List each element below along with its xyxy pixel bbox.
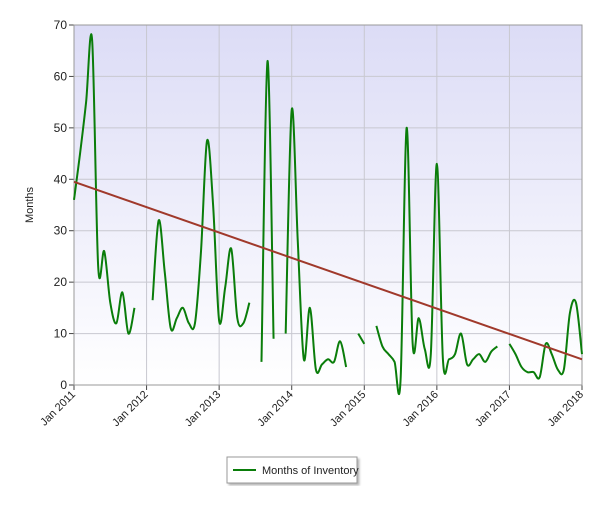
- y-tick-label: 70: [54, 18, 68, 32]
- x-tick-label: Jan 2012: [110, 389, 150, 429]
- x-tick-label: Jan 2015: [328, 389, 368, 429]
- x-tick-label: Jan 2014: [255, 389, 295, 429]
- x-tick-label: Jan 2017: [473, 389, 513, 429]
- y-tick-label: 20: [54, 275, 68, 289]
- data-line: [73, 33, 583, 395]
- y-tick-label: 0: [60, 378, 67, 392]
- legend-label: Months of Inventory: [262, 465, 359, 477]
- trend-line: [73, 180, 583, 361]
- x-tick-label: Jan 2018: [546, 389, 586, 429]
- x-tick-label: Jan 2013: [183, 389, 223, 429]
- legend: Months of Inventory: [226, 456, 359, 484]
- y-tick-label: 50: [54, 121, 68, 135]
- y-axis-label: Months: [24, 186, 36, 223]
- plot-border: [73, 24, 583, 386]
- y-tick-label: 60: [54, 69, 68, 83]
- y-tick-label: 10: [54, 327, 68, 341]
- y-tick-label: 30: [54, 224, 68, 238]
- y-tick-label: 40: [54, 172, 68, 186]
- x-tick-label: Jan 2016: [400, 389, 440, 429]
- plot-area: [74, 25, 582, 385]
- x-tick-label: Jan 2011: [38, 389, 78, 429]
